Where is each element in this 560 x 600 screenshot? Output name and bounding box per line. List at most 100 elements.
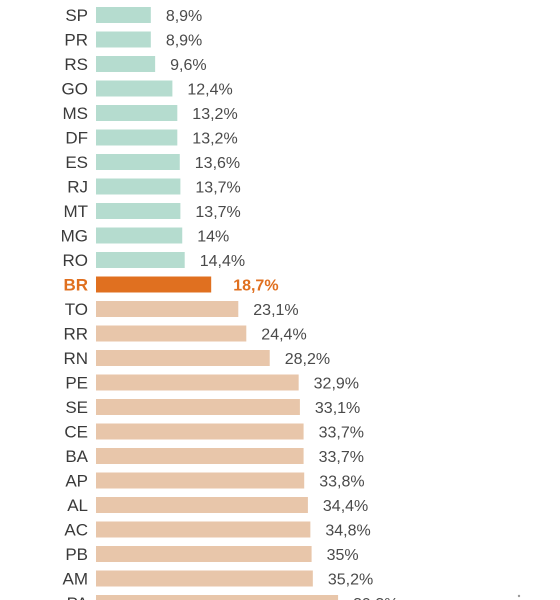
category-label: PB: [65, 545, 88, 564]
value-label: 13,7%: [195, 180, 240, 197]
value-label: 13,7%: [195, 204, 240, 221]
value-label: 24,4%: [261, 327, 306, 344]
bar-row-mg: MG 14%: [61, 227, 230, 246]
category-label: AM: [63, 570, 89, 589]
category-label: SP: [65, 6, 88, 25]
bar: [96, 301, 239, 317]
category-label: TO: [65, 300, 88, 319]
bar-row-ms: MS 13,2%: [63, 104, 238, 123]
bar-row-ac: AC 34,8%: [64, 521, 370, 540]
bar: [96, 7, 151, 23]
value-label: 28,2%: [285, 351, 330, 368]
bar-row-pe: PE 32,9%: [65, 374, 359, 393]
bar: [96, 546, 312, 562]
bar-row-ce: CE 33,7%: [64, 423, 364, 442]
category-label: PE: [65, 374, 88, 393]
category-label: CE: [64, 423, 88, 442]
bar: [96, 80, 173, 97]
category-label: RS: [64, 55, 88, 74]
category-label: BR: [63, 276, 88, 295]
value-label: 35%: [327, 547, 359, 564]
bar-row-rn: RN 28,2%: [63, 349, 330, 368]
bar-row-to: TO 23,1%: [65, 300, 299, 319]
bar-row-se: SE 33,1%: [65, 398, 360, 417]
category-label: MG: [61, 227, 88, 246]
bar: [96, 203, 181, 219]
category-label: GO: [62, 80, 88, 99]
category-label: PA: [67, 594, 89, 600]
category-label: AC: [64, 521, 88, 540]
bar: [96, 227, 183, 244]
bar: [96, 497, 308, 513]
bar-row-ro: RO 14,4%: [63, 251, 246, 270]
category-label: MS: [63, 104, 89, 123]
bar: [96, 178, 181, 195]
value-label: 14%: [197, 229, 229, 246]
bar: [96, 129, 178, 146]
bar-row-pr: PR 8,9%: [64, 31, 202, 50]
bar-row-rr: RR 24,4%: [63, 325, 306, 344]
bar: [96, 448, 304, 464]
bar-row-rj: RJ 13,7%: [67, 178, 241, 197]
value-label: 13,6%: [195, 155, 240, 172]
corner-mark-icon: [517, 594, 521, 598]
bar: [96, 350, 270, 366]
value-label: 33,7%: [319, 449, 364, 466]
value-label: 14,4%: [200, 253, 245, 270]
bar: [96, 399, 300, 415]
bar: [96, 570, 313, 587]
bar: [96, 325, 247, 342]
value-label: 13,2%: [192, 131, 237, 148]
category-label: BA: [65, 447, 88, 466]
bars-group: SP 8,9% PR 8,9% RS 9,6% GO 12,4% MS 13,2% DF 13,2% E…: [61, 6, 398, 600]
value-label: 13,2%: [192, 106, 237, 123]
value-label: 32,9%: [314, 376, 359, 393]
bar: [96, 423, 304, 440]
category-label: DF: [65, 129, 88, 148]
bar: [96, 105, 178, 121]
category-label: AP: [65, 472, 88, 491]
bar-row-pa: PA 39,3%: [67, 594, 398, 600]
value-label: 12,4%: [187, 82, 232, 99]
value-label: 33,7%: [319, 425, 364, 442]
value-label: 8,9%: [166, 8, 202, 25]
value-label: 34,8%: [325, 523, 370, 540]
value-label: 34,4%: [323, 498, 368, 515]
value-label: 33,1%: [315, 400, 360, 417]
bar: [96, 252, 185, 268]
bar: [96, 31, 151, 48]
bar-row-df: DF 13,2%: [65, 129, 237, 148]
value-label: 9,6%: [170, 57, 206, 74]
category-label: RO: [63, 251, 89, 270]
bar-row-es: ES 13,6%: [65, 153, 240, 172]
bar: [96, 276, 212, 293]
bar-row-go: GO 12,4%: [62, 80, 233, 99]
value-label: 8,9%: [166, 33, 202, 50]
category-label: RJ: [67, 178, 88, 197]
bar-row-ba: BA 33,7%: [65, 447, 364, 466]
bar: [96, 374, 299, 391]
bar-row-sp: SP 8,9%: [65, 6, 202, 25]
bar-row-pb: PB 35%: [65, 545, 358, 564]
value-label: 33,8%: [319, 474, 364, 491]
value-label: 35,2%: [328, 572, 373, 589]
category-label: ES: [65, 153, 88, 172]
bar-row-al: AL 34,4%: [67, 496, 368, 515]
category-label: SE: [65, 398, 88, 417]
bar: [96, 154, 180, 170]
bar: [96, 521, 311, 538]
bar: [96, 56, 156, 72]
value-label: 18,7%: [233, 278, 278, 295]
category-label: MT: [63, 202, 88, 221]
bar-row-am: AM 35,2%: [63, 570, 374, 589]
category-label: RR: [63, 325, 88, 344]
category-label: AL: [67, 496, 88, 515]
category-label: RN: [63, 349, 88, 368]
bar-row-mt: MT 13,7%: [63, 202, 240, 221]
bar-row-ap: AP 33,8%: [65, 472, 364, 491]
bar: [96, 472, 305, 489]
value-label: 39,3%: [353, 596, 398, 600]
bar: [96, 595, 339, 600]
value-label: 23,1%: [253, 302, 298, 319]
